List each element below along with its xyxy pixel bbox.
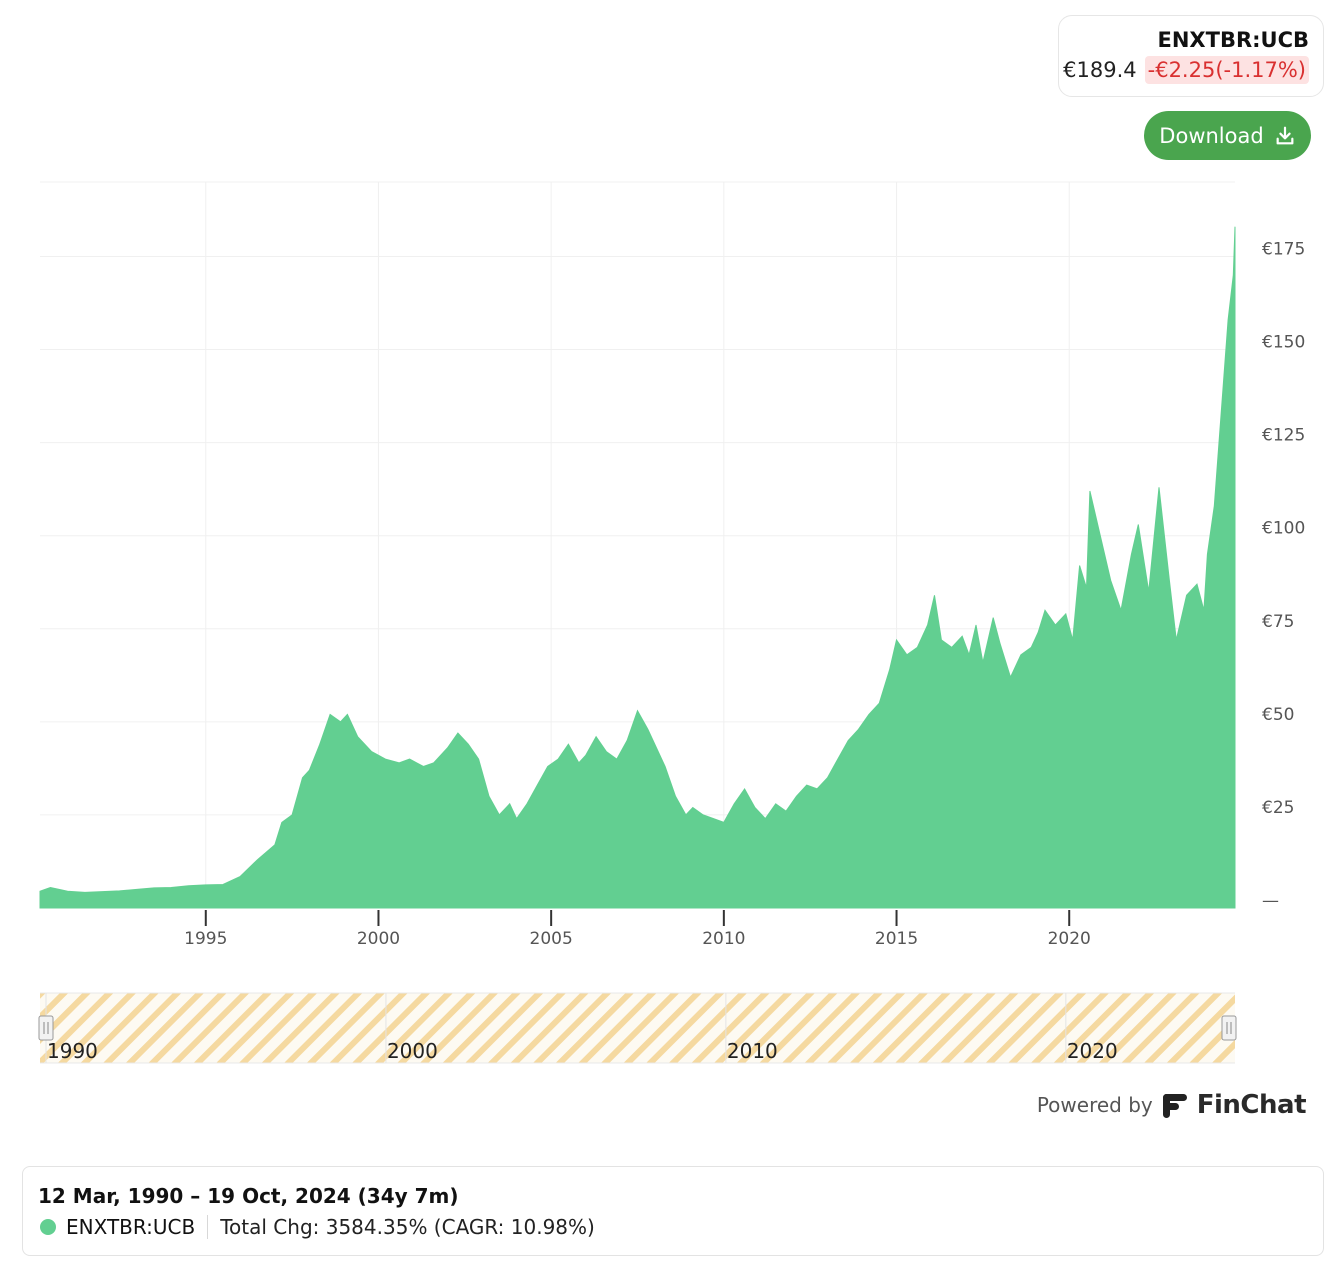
navigator-handle-left[interactable] xyxy=(38,1015,54,1041)
legend-series-name[interactable]: ENXTBR:UCB xyxy=(66,1215,209,1239)
navigator-selection[interactable] xyxy=(40,993,1235,1063)
legend-row: ENXTBR:UCB Total Chg: 3584.35% (CAGR: 10… xyxy=(40,1215,595,1239)
y-tick-label: €25 xyxy=(1262,798,1294,818)
y-tick-label: €50 xyxy=(1262,705,1294,725)
finchat-logo[interactable]: FinChat xyxy=(1162,1090,1307,1120)
download-button[interactable]: Download xyxy=(1144,111,1311,160)
navigator-year-label: 2000 xyxy=(387,1039,438,1063)
x-tick-label: 2020 xyxy=(1048,929,1091,949)
ticker-change-badge: -€2.25(-1.17%) xyxy=(1144,56,1309,84)
y-tick-label: €75 xyxy=(1262,612,1294,632)
handle-grip xyxy=(38,1015,54,1041)
x-tick-label: 1995 xyxy=(184,929,227,949)
powered-by: Powered by FinChat xyxy=(1036,1090,1307,1120)
total-change-label: Total Chg: 3584.35% (CAGR: 10.98%) xyxy=(220,1215,595,1239)
range-navigator[interactable]: 1990 2000 2010 2020 xyxy=(0,985,1342,1070)
x-tick-label: 2010 xyxy=(702,929,745,949)
legend-dot xyxy=(40,1219,56,1235)
finchat-logo-icon xyxy=(1162,1094,1187,1118)
ticker-card: ENXTBR:UCB €189.4 -€2.25(-1.17%) xyxy=(1058,15,1324,97)
ticker-symbol: ENXTBR:UCB xyxy=(1157,28,1309,52)
y-tick-label: €100 xyxy=(1262,519,1305,539)
navigator-year-label: 1990 xyxy=(47,1039,98,1063)
y-tick-label: €175 xyxy=(1262,239,1305,259)
price-area[interactable] xyxy=(39,226,1236,909)
price-chart[interactable]: 1995 2000 2005 2010 2015 2020 — €25 €50 €75 €100 €1… xyxy=(0,170,1342,960)
navigator-year-label: 2020 xyxy=(1067,1039,1118,1063)
x-axis: 1995 2000 2005 2010 2015 2020 xyxy=(184,910,1091,949)
y-tick-label: €150 xyxy=(1262,333,1305,353)
y-tick-label: €125 xyxy=(1262,426,1305,446)
x-tick-label: 2005 xyxy=(530,929,573,949)
handle-grip xyxy=(1221,1015,1237,1041)
navigator-handle-right[interactable] xyxy=(1221,1015,1237,1041)
y-axis: — €25 €50 €75 €100 €125 €150 €175 xyxy=(1262,239,1305,911)
powered-by-label: Powered by xyxy=(1036,1093,1153,1117)
date-range-label: 12 Mar, 1990 – 19 Oct, 2024 (34y 7m) xyxy=(38,1184,459,1208)
summary-card: 12 Mar, 1990 – 19 Oct, 2024 (34y 7m) ENX… xyxy=(22,1166,1324,1256)
download-button-label: Download xyxy=(1159,123,1264,148)
ticker-quote: €189.4 -€2.25(-1.17%) xyxy=(1063,56,1309,84)
finchat-logo-text: FinChat xyxy=(1196,1090,1307,1120)
navigator-year-label: 2010 xyxy=(727,1039,778,1063)
ticker-price: €189.4 xyxy=(1063,58,1137,82)
x-tick-label: 2015 xyxy=(875,929,918,949)
x-tick-label: 2000 xyxy=(357,929,400,949)
download-icon xyxy=(1276,126,1294,144)
y-tick-label: — xyxy=(1262,891,1279,911)
